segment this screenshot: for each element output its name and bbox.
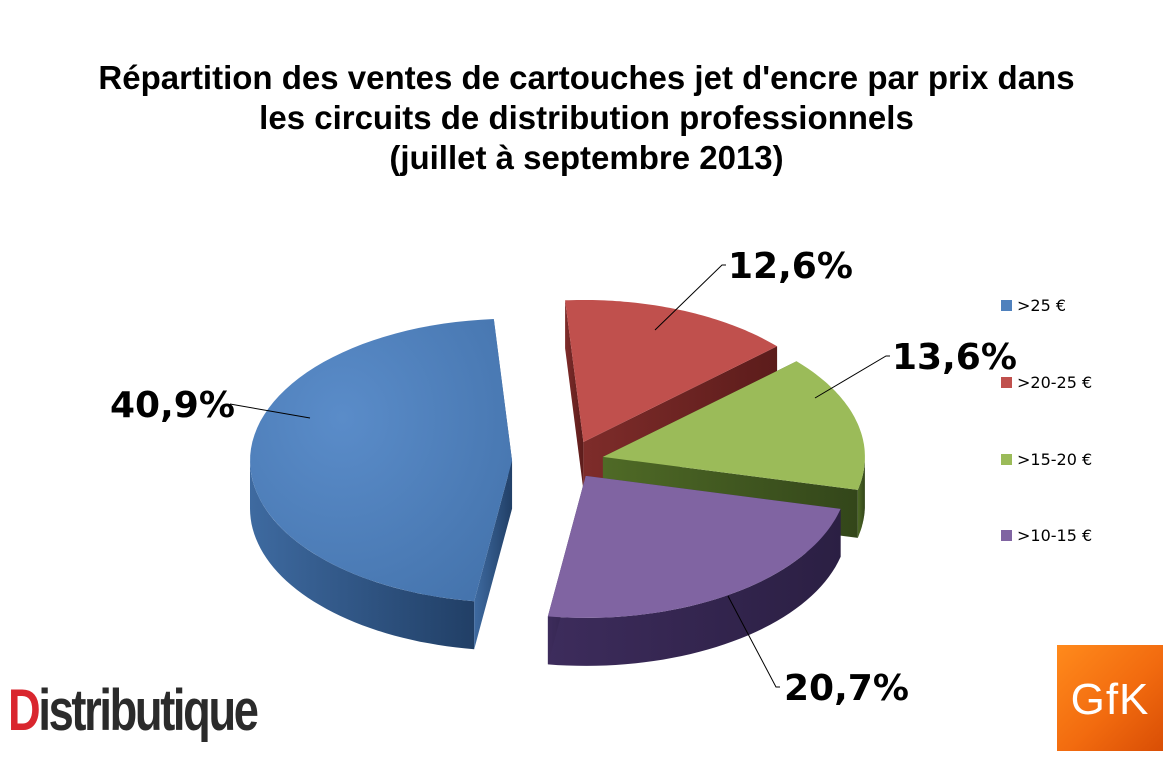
pie-slice-15-20 <box>602 361 865 490</box>
legend-swatch <box>1001 454 1012 465</box>
legend-item: >25 € <box>1001 296 1066 315</box>
data-label-10-15: 20,7% <box>784 668 909 709</box>
gfk-logo-text: GfK <box>1070 675 1150 724</box>
legend-item: >10-15 € <box>1001 526 1092 545</box>
data-label-15-20-leader <box>814 355 890 399</box>
legend-swatch <box>1001 530 1012 541</box>
gfk-logo: GfK <box>1057 645 1163 751</box>
chart-title-line-3: (juillet à septembre 2013) <box>389 139 784 176</box>
legend-label: >15-20 € <box>1017 450 1092 469</box>
data-label-10-15-leader <box>727 595 780 688</box>
data-label-over-25-leader <box>229 403 311 419</box>
distributique-logo: Distributique <box>8 678 259 743</box>
chart-title-line-1: Répartition des ventes de cartouches jet… <box>98 59 1075 96</box>
legend-label: >20-25 € <box>1017 373 1092 392</box>
data-label-15-20: 13,6% <box>892 337 1017 378</box>
legend-item: >20-25 € <box>1001 373 1092 392</box>
legend-label: >10-15 € <box>1017 526 1092 545</box>
legend-item: >15-20 € <box>1001 450 1092 469</box>
pie-slice-over-25 <box>250 319 513 602</box>
chart-title-line-2: les circuits de distribution professionn… <box>259 99 914 136</box>
pie-slice-10-15 <box>547 475 841 618</box>
legend-swatch <box>1001 377 1012 388</box>
data-label-over-25: 40,9% <box>110 385 235 426</box>
legend: >25 € >20-25 € >15-20 € >10-15 € <box>1001 296 1092 545</box>
data-label-20-25-leader <box>654 264 726 331</box>
data-label-20-25: 12,6% <box>728 246 853 287</box>
legend-swatch <box>1001 300 1012 311</box>
pie-slice-20-25 <box>565 300 778 442</box>
legend-label: >25 € <box>1017 296 1066 315</box>
chart-title: Répartition des ventes de cartouches jet… <box>0 58 1173 178</box>
